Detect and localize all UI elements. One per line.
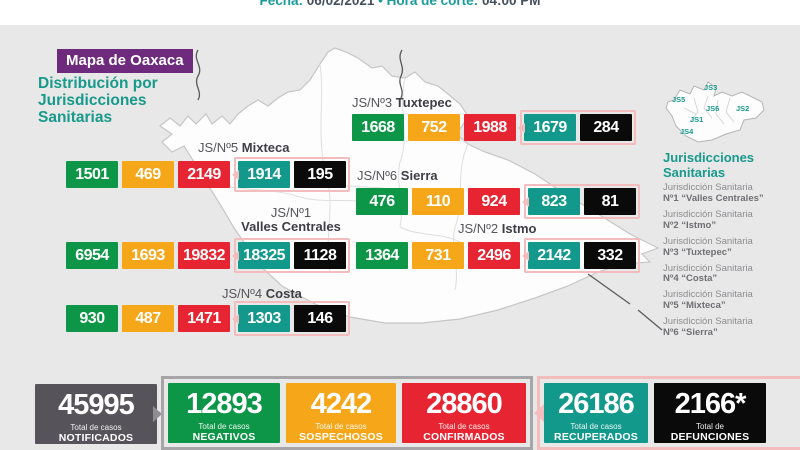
row-label-sierra: JS/Nº6 Sierra	[357, 168, 438, 183]
defunciones-box: 284	[580, 114, 632, 141]
legend-item: Jurisdicción Sanitaria Nº3 “Tuxtepec”	[663, 235, 753, 258]
hora-label: Hora de corte:	[386, 0, 479, 8]
recuperados-box: 1679	[524, 114, 576, 141]
fecha-value: 06/02/2021	[306, 0, 375, 8]
fecha-label: Fecha:	[259, 0, 304, 8]
mini-map-label-js1: JS1	[690, 115, 704, 124]
confirmados-box: 19832	[178, 242, 230, 269]
defunciones-box: 1128	[294, 242, 346, 269]
total-sospechosos: 4242 Total de casos SOSPECHOSOS	[286, 383, 396, 443]
sospechosos-box: 731	[412, 242, 464, 269]
recuperados-box: 823	[528, 188, 580, 215]
row-label-istmo: JS/Nº2 Istmo	[458, 221, 537, 236]
sospechosos-box: 1693	[122, 242, 174, 269]
row-label-costa: JS/Nº4 Costa	[222, 286, 302, 301]
subtitle-line: Jurisdicciones	[38, 92, 147, 110]
legend-item: Jurisdicción Sanitaria Nº1 “Valles Centr…	[663, 182, 764, 204]
page-title: Mapa de Oaxaca	[57, 49, 193, 73]
recuperados-defunciones-group: 1303 146	[234, 301, 350, 336]
recuperados-defunciones-group: 2142 332	[524, 238, 640, 273]
hora-value: 04:00 PM	[481, 0, 541, 8]
subtitle-line: Distribución por	[38, 75, 158, 92]
outcome-group: 26186 Total de casos RECUPERADOS 2166* T…	[537, 376, 800, 450]
sospechosos-box: 469	[122, 161, 174, 188]
recuperados-box: 2142	[528, 242, 580, 269]
recuperados-box: 1914	[238, 161, 290, 188]
legend-item: Jurisdicción Sanitaria Nº4 “Costa”	[663, 262, 753, 285]
recuperados-defunciones-group: 1914 195	[234, 157, 350, 192]
row-valles-centrales: 6954 1693 19832 18325 1128	[66, 238, 350, 273]
negativos-box: 1501	[66, 161, 118, 188]
legend-item: Jurisdicción Sanitaria Nº6 “Sierra”	[663, 316, 753, 339]
defunciones-box: 332	[584, 242, 636, 269]
mini-map-label-js3: JS3	[704, 83, 718, 92]
defunciones-box: 146	[294, 305, 346, 332]
row-costa: 930 487 1471 1303 146	[66, 301, 350, 336]
mini-map-label-js5: JS5	[672, 95, 686, 104]
row-label-mixteca: JS/Nº5 Mixteca	[198, 140, 290, 155]
defunciones-box: 195	[294, 161, 346, 188]
recuperados-box: 18325	[238, 242, 290, 269]
mini-jurisdiction-map: JS5 JS3 JS6 JS2 JS1 JS4	[660, 78, 768, 152]
map-canvas: Mapa de Oaxaca Distribución por Jurisdic…	[0, 25, 800, 450]
row-tuxtepec: 1668 752 1988 1679 284	[352, 110, 636, 145]
date-line: Fecha: 06/02/2021 • Hora de corte: 04:00…	[0, 0, 800, 8]
recuperados-defunciones-group: 823 81	[524, 184, 640, 219]
legend-title: Jurisdicciones Sanitarias	[663, 150, 755, 180]
confirmados-box: 2149	[178, 161, 230, 188]
total-negativos: 12893 Total de casos NEGATIVOS	[168, 383, 280, 443]
row-label-valles-centrales: JS/Nº1 Valles Centrales	[241, 205, 341, 235]
subtitle-line: Sanitarias	[38, 109, 113, 127]
defunciones-box: 81	[584, 188, 636, 215]
recuperados-box: 1303	[238, 305, 290, 332]
legend-item: Jurisdicción Sanitaria Nº2 “Istmo”	[663, 208, 753, 231]
recuperados-defunciones-group: 1679 284	[520, 110, 636, 145]
legend-title-line: Jurisdicciones	[663, 150, 755, 165]
total-confirmados: 28860 Total de casos CONFIRMADOS	[402, 383, 526, 443]
negativos-box: 476	[356, 188, 408, 215]
negativos-box: 6954	[66, 242, 118, 269]
mini-map-label-js4: JS4	[680, 127, 694, 136]
jurisdiction-legend: Jurisdicción Sanitaria Nº1 “Valles Centr…	[663, 182, 764, 344]
confirmados-box: 1471	[178, 305, 230, 332]
negativos-box: 930	[66, 305, 118, 332]
row-sierra: 476 110 924 823 81	[356, 184, 640, 219]
sospechosos-box: 487	[122, 305, 174, 332]
mini-map-label-js6: JS6	[706, 104, 720, 113]
negativos-box: 1364	[356, 242, 408, 269]
confirmados-box: 924	[468, 188, 520, 215]
negativos-box: 1668	[352, 114, 404, 141]
row-mixteca: 1501 469 2149 1914 195	[66, 157, 350, 192]
total-notificados: 45995 Total de casos NOTIFICADOS	[35, 384, 157, 444]
confirmados-box: 1988	[464, 114, 516, 141]
date-separator: •	[378, 0, 383, 8]
sospechosos-box: 752	[408, 114, 460, 141]
mini-map-shape	[665, 81, 765, 143]
legend-item: Jurisdicción Sanitaria Nº5 “Mixteca”	[663, 289, 753, 312]
sospechosos-box: 110	[412, 188, 464, 215]
header-bar: Fecha: 06/02/2021 • Hora de corte: 04:00…	[0, 0, 800, 25]
cases-breakdown-group: 12893 Total de casos NEGATIVOS 4242 Tota…	[161, 376, 533, 450]
page-subtitle: Distribución por Jurisdicciones Sanitari…	[38, 75, 158, 126]
legend-title-line: Sanitarias	[663, 164, 726, 180]
total-defunciones: 2166* Total de DEFUNCIONES	[654, 383, 766, 443]
mini-map-label-js2: JS2	[736, 104, 750, 113]
total-recuperados: 26186 Total de casos RECUPERADOS	[544, 383, 648, 443]
confirmados-box: 2496	[468, 242, 520, 269]
row-istmo: 1364 731 2496 2142 332	[356, 238, 640, 273]
row-label-tuxtepec: JS/Nº3 Tuxtepec	[352, 95, 452, 110]
recuperados-defunciones-group: 18325 1128	[234, 238, 350, 273]
